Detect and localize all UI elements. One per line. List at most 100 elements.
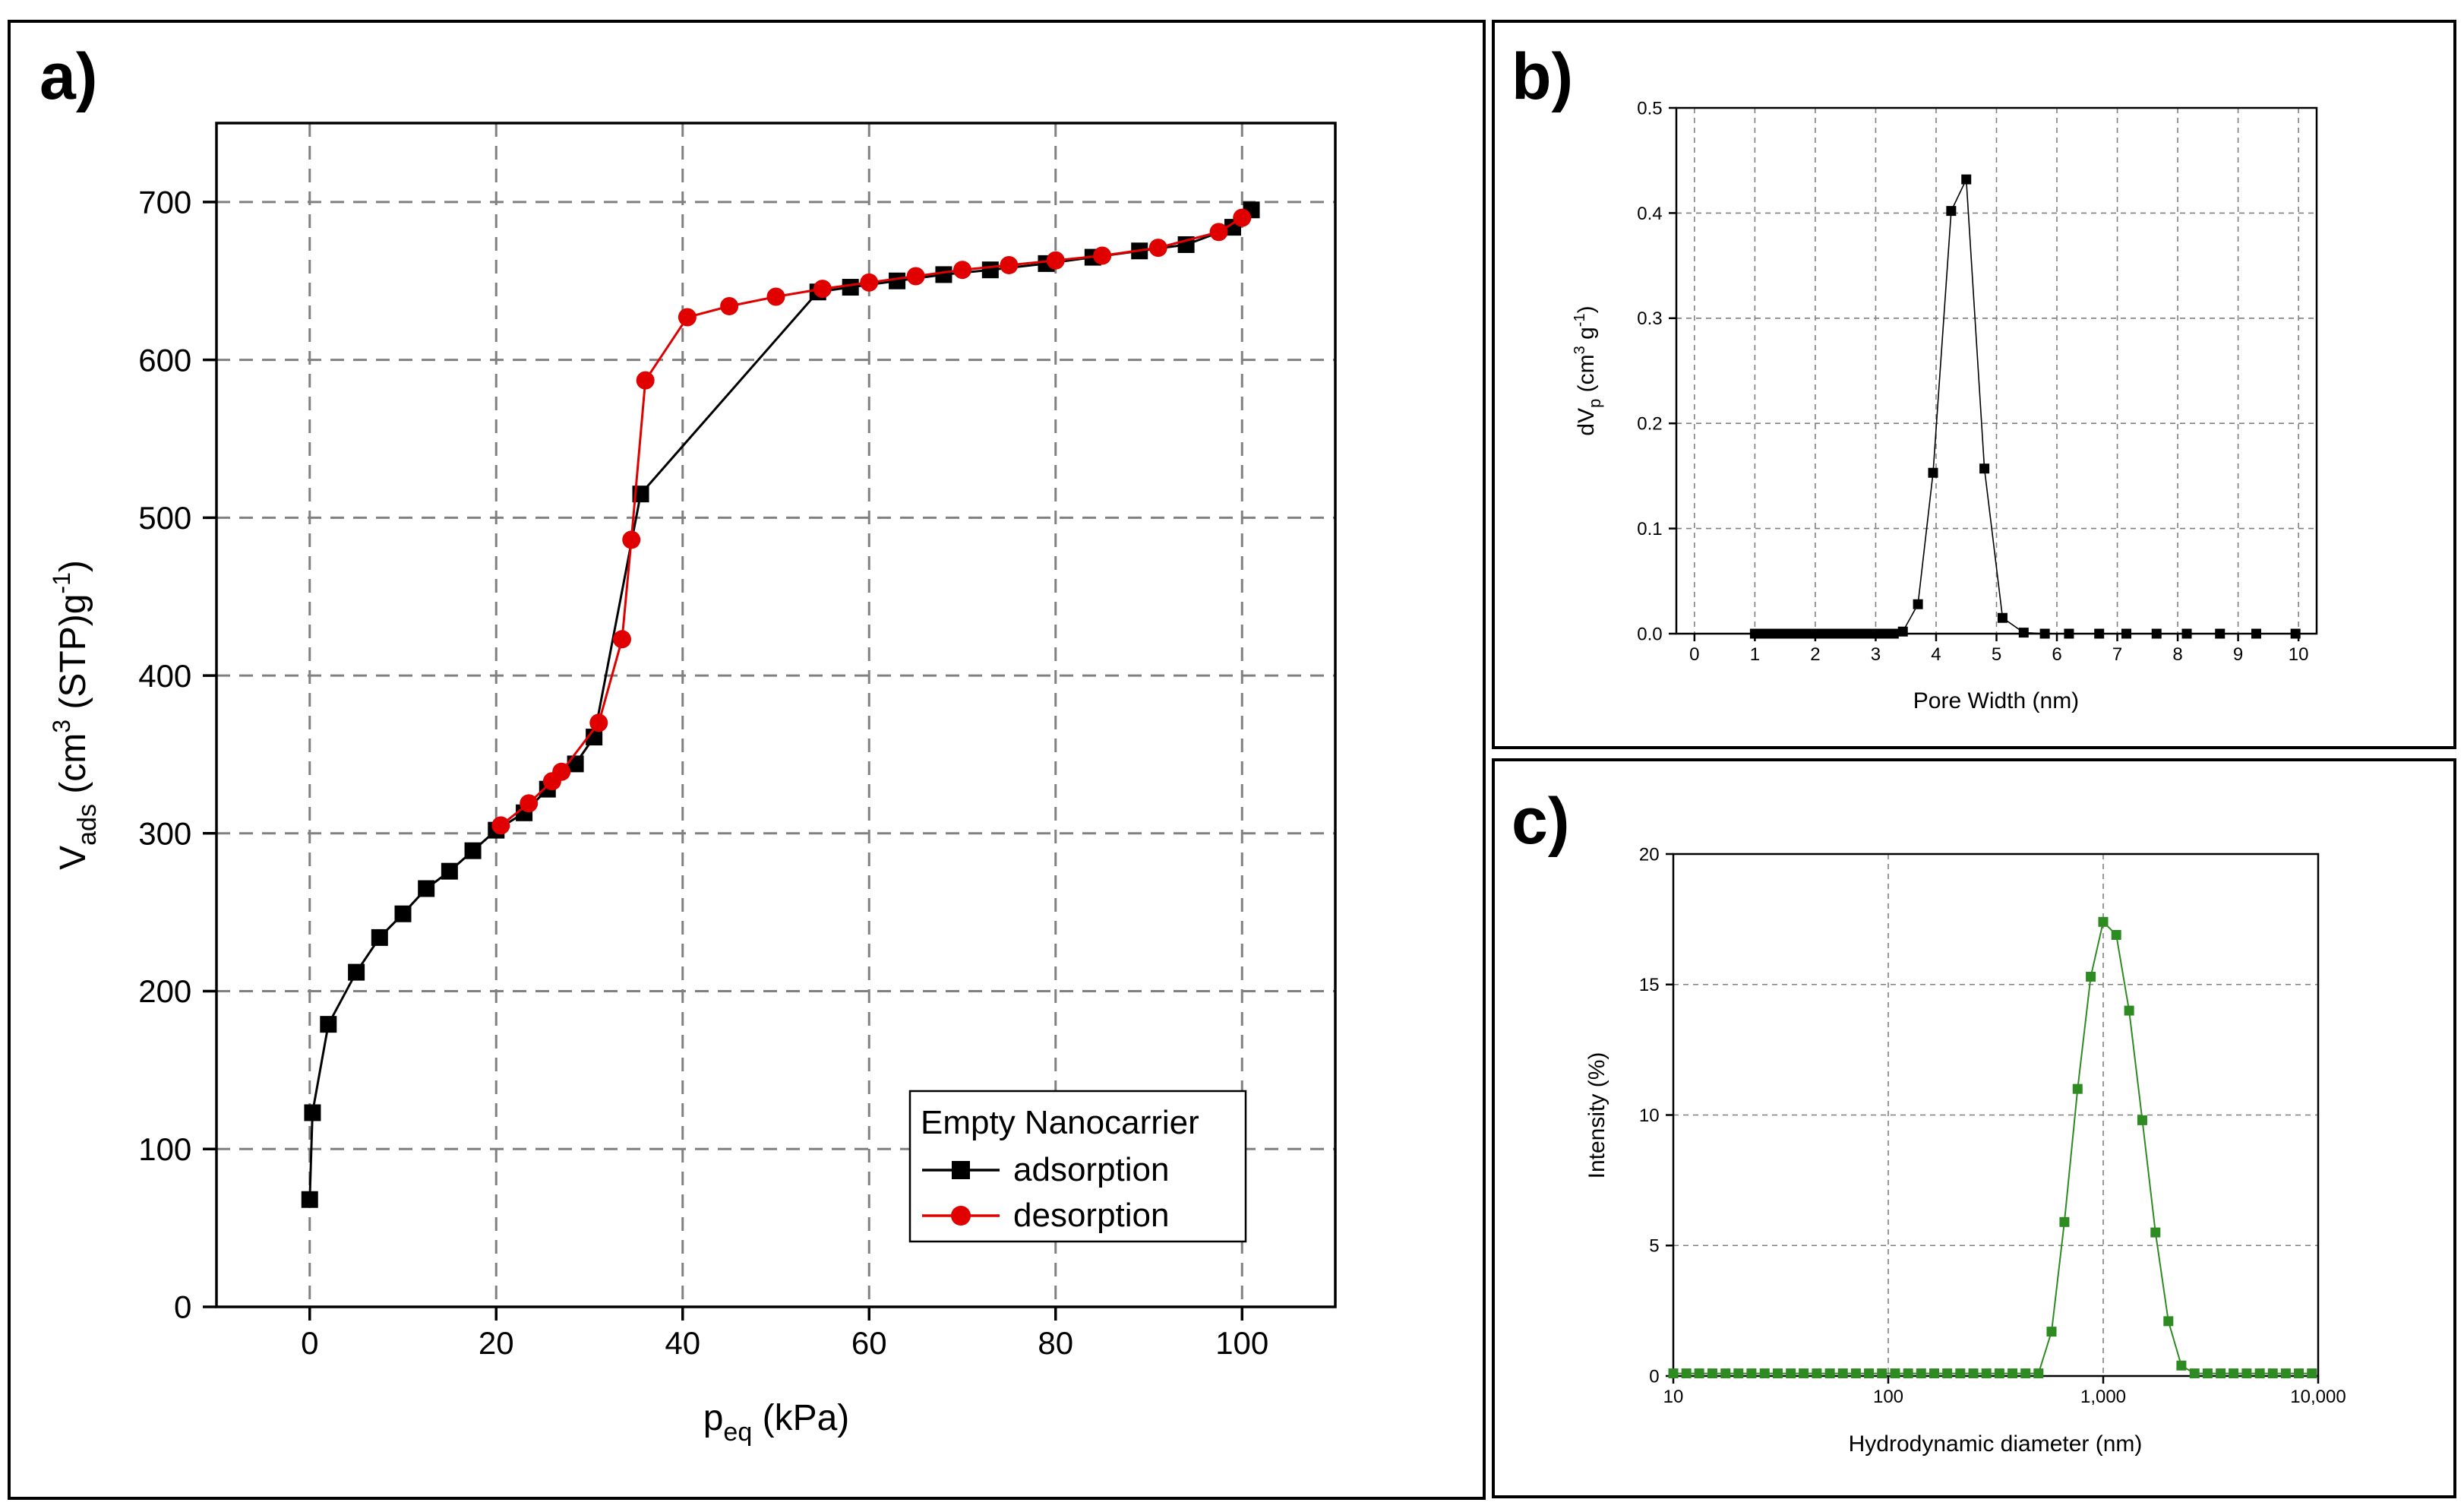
data-point-intensity-distribution bbox=[1824, 1368, 1835, 1379]
data-point-intensity-distribution bbox=[1720, 1368, 1731, 1379]
data-point-adsorption bbox=[464, 842, 482, 859]
data-point-pore-size-distribution bbox=[1928, 467, 1938, 478]
data-point-desorption bbox=[720, 296, 739, 315]
panel-b-frame bbox=[1492, 20, 2456, 749]
chart-b: 0 1 2 3 4 5 6 7 8 9 10 0.0 0.1 0.2 0.3 0.4 0.5 Pore Widt… bbox=[1572, 98, 2318, 713]
data-point-intensity-distribution bbox=[2150, 1227, 2161, 1238]
data-point-pore-size-distribution bbox=[2151, 628, 2162, 639]
data-point-pore-size-distribution bbox=[2094, 628, 2105, 639]
data-point-intensity-distribution bbox=[1877, 1368, 1887, 1379]
data-point-intensity-distribution bbox=[2280, 1368, 2291, 1379]
data-point-intensity-distribution bbox=[1707, 1368, 1717, 1379]
legend-adsorption-label: adsorption bbox=[1013, 1151, 1169, 1188]
data-point-adsorption bbox=[935, 266, 952, 283]
data-point-desorption bbox=[589, 713, 608, 732]
data-point-pore-size-distribution bbox=[2181, 628, 2192, 639]
legend-title: Empty Nanocarrier bbox=[921, 1104, 1199, 1141]
data-point-adsorption bbox=[889, 272, 906, 289]
panel-label-a: a) bbox=[39, 40, 97, 113]
y-tick-label: 0 bbox=[174, 1289, 191, 1325]
y-tick-label: 600 bbox=[138, 342, 191, 378]
data-point-adsorption bbox=[981, 261, 999, 279]
data-point-desorption bbox=[1046, 251, 1065, 270]
chart-a: 0 20 40 60 80 100 0 100 200 300 400 500 600 700 peq (… bbox=[48, 122, 1337, 1447]
y-tick-label: 5 bbox=[1649, 1236, 1659, 1257]
data-point-intensity-distribution bbox=[1759, 1368, 1770, 1379]
data-point-desorption bbox=[813, 280, 832, 299]
y-tick-label: 0.4 bbox=[1637, 204, 1662, 224]
data-point-intensity-distribution bbox=[2294, 1368, 2304, 1379]
chart-a-plot-frame bbox=[215, 122, 1337, 1308]
data-point-intensity-distribution bbox=[1786, 1368, 1796, 1379]
chart-c: 10 100 1,000 10,000 0 5 10 15 20 Hydrodynamic di… bbox=[1584, 844, 2346, 1457]
x-tick-label: 60 bbox=[851, 1325, 887, 1361]
data-point-intensity-distribution bbox=[2163, 1316, 2174, 1327]
data-point-intensity-distribution bbox=[1929, 1368, 1940, 1379]
data-point-intensity-distribution bbox=[2254, 1368, 2265, 1379]
data-point-desorption bbox=[1148, 239, 1167, 258]
x-tick-label: 9 bbox=[2233, 644, 2243, 665]
y-tick-label: 500 bbox=[138, 500, 191, 536]
data-point-intensity-distribution bbox=[2216, 1368, 2226, 1379]
y-tick-label: 10 bbox=[1639, 1106, 1660, 1126]
data-point-intensity-distribution bbox=[2307, 1368, 2317, 1379]
data-point-pore-size-distribution bbox=[2064, 628, 2074, 639]
y-tick-label: 0.0 bbox=[1637, 624, 1662, 644]
panel-label-b: b) bbox=[1512, 40, 1573, 113]
data-point-pore-size-distribution bbox=[2039, 628, 2050, 639]
data-point-intensity-distribution bbox=[1837, 1368, 1848, 1379]
data-point-intensity-distribution bbox=[2189, 1368, 2200, 1379]
data-point-adsorption bbox=[441, 862, 458, 880]
x-tick-label: 100 bbox=[1215, 1325, 1268, 1361]
x-tick-label: 10 bbox=[1663, 1387, 1684, 1407]
data-point-adsorption bbox=[842, 279, 859, 296]
data-point-intensity-distribution bbox=[2267, 1368, 2278, 1379]
data-point-intensity-distribution bbox=[1994, 1368, 2004, 1379]
data-point-intensity-distribution bbox=[1942, 1368, 1953, 1379]
y-tick-label: 0.2 bbox=[1637, 414, 1662, 435]
data-point-desorption bbox=[520, 794, 539, 813]
data-point-intensity-distribution bbox=[2124, 1005, 2134, 1016]
chart-a-legend: Empty Nanocarrier adsorption desorption bbox=[908, 1090, 1247, 1243]
legend-adsorption-marker bbox=[952, 1161, 970, 1179]
data-point-intensity-distribution bbox=[1850, 1368, 1861, 1379]
data-point-intensity-distribution bbox=[1668, 1368, 1679, 1379]
x-tick-label: 0 bbox=[301, 1325, 318, 1361]
data-point-intensity-distribution bbox=[1694, 1368, 1704, 1379]
x-tick-label: 100 bbox=[1873, 1387, 1903, 1407]
data-point-pore-size-distribution bbox=[1997, 612, 2008, 623]
series-line-adsorption bbox=[308, 209, 1253, 1200]
data-point-pore-size-distribution bbox=[2018, 628, 2029, 638]
data-point-intensity-distribution bbox=[2033, 1368, 2044, 1379]
x-tick-label: 40 bbox=[665, 1325, 700, 1361]
data-point-desorption bbox=[1209, 223, 1228, 242]
data-point-desorption bbox=[953, 261, 971, 280]
series-line-pore-size-distribution bbox=[1755, 176, 2296, 634]
chart-b-series bbox=[1749, 174, 2301, 639]
data-point-intensity-distribution bbox=[1864, 1368, 1875, 1379]
data-point-intensity-distribution bbox=[2202, 1368, 2213, 1379]
data-point-pore-size-distribution bbox=[1961, 174, 1972, 185]
data-point-intensity-distribution bbox=[2072, 1083, 2083, 1094]
data-point-adsorption bbox=[394, 905, 412, 922]
data-point-pore-size-distribution bbox=[2290, 628, 2301, 639]
chart-b-grid bbox=[1676, 108, 2317, 634]
x-tick-label: 7 bbox=[2112, 644, 2122, 665]
data-point-intensity-distribution bbox=[1681, 1368, 1692, 1379]
data-point-pore-size-distribution bbox=[2121, 628, 2131, 639]
data-point-intensity-distribution bbox=[1733, 1368, 1744, 1379]
data-point-adsorption bbox=[418, 880, 435, 897]
data-point-intensity-distribution bbox=[1772, 1368, 1783, 1379]
data-point-intensity-distribution bbox=[2059, 1216, 2070, 1227]
data-point-desorption bbox=[1093, 246, 1112, 265]
data-point-intensity-distribution bbox=[2098, 916, 2109, 927]
y-tick-label: 700 bbox=[138, 185, 191, 220]
data-point-intensity-distribution bbox=[1981, 1368, 1992, 1379]
data-point-intensity-distribution bbox=[2046, 1327, 2057, 1337]
x-tick-label: 1,000 bbox=[2080, 1387, 2126, 1407]
data-point-pore-size-distribution bbox=[1888, 628, 1899, 639]
data-point-intensity-distribution bbox=[1968, 1368, 1979, 1379]
series-line-intensity-distribution bbox=[1673, 920, 2312, 1374]
x-tick-label: 4 bbox=[1931, 644, 1941, 665]
data-point-intensity-distribution bbox=[2229, 1368, 2239, 1379]
